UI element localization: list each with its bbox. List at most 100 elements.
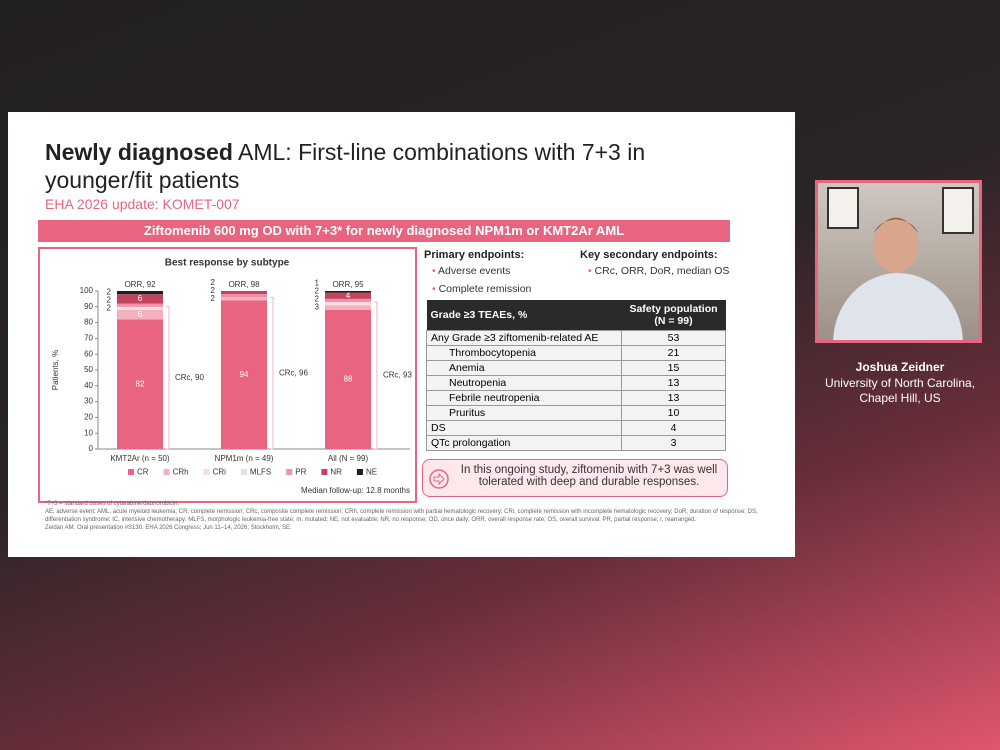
bar-segment <box>117 291 163 295</box>
segment-label: 88 <box>344 375 353 384</box>
crc-bracket <box>270 296 274 450</box>
segment-label: 6 <box>138 310 143 319</box>
table-cell: Thrombocytopenia <box>426 345 622 361</box>
bar-segment <box>117 294 163 304</box>
y-tick-label: 20 <box>84 413 93 422</box>
crc-bracket <box>166 306 170 450</box>
primary-list: Adverse events Complete remission <box>428 265 531 301</box>
chart-box: Best response by subtype Patients, % 0 10 20… <box>38 247 417 503</box>
video-frame <box>827 187 974 340</box>
list-item: Complete remission <box>439 283 532 295</box>
segment-label: 2 <box>315 287 320 296</box>
y-axis-label: Patients, % <box>51 350 60 390</box>
y-tick-label: 60 <box>84 349 93 358</box>
list-item: Adverse events <box>438 265 531 277</box>
legend-swatch <box>356 469 363 475</box>
footnote: *7+3 = standard doses of cytarabine/daun… <box>45 501 180 507</box>
segment-label: 2 <box>315 295 320 304</box>
bar-segment <box>117 306 163 310</box>
segment-label: 1 <box>315 279 320 288</box>
table-cell: 21 <box>621 345 726 361</box>
y-tick-label: 100 <box>80 286 94 295</box>
table-cell: 53 <box>621 330 726 346</box>
bar-segment <box>117 303 163 307</box>
bar-segment <box>325 298 371 303</box>
table-row: Any Grade ≥3 ziftomenib-related AE 53 <box>426 330 726 346</box>
segment-label: 6 <box>138 294 143 303</box>
bar-segment <box>221 297 267 301</box>
legend-label: PR <box>295 468 306 477</box>
segment-label: 2 <box>107 303 112 312</box>
y-tick-label: 80 <box>84 318 93 327</box>
segment-label: 94 <box>240 370 249 379</box>
teae-table: Grade ≥3 TEAEs, % Safety population (N = … <box>426 300 726 451</box>
orr-label: ORR, 95 <box>332 280 364 289</box>
secondary-list: CRc, ORR, DoR, median OS <box>584 265 730 283</box>
bar-segment <box>117 319 163 449</box>
list-item: CRc, ORR, DoR, median OS <box>595 265 730 277</box>
table-cell: 4 <box>621 420 726 436</box>
legend-swatch <box>240 469 247 475</box>
y-tick-label: 50 <box>84 365 93 374</box>
footnote: Zeidan AM. Oral presentation #S130. EHA … <box>45 525 292 531</box>
table-row: Pruritus 10 <box>426 405 726 421</box>
title-rest: AML: First-line combinations with 7+3 in… <box>45 139 646 193</box>
y-tick-label: 10 <box>84 428 93 437</box>
table-row: Neutropenia 13 <box>426 375 726 391</box>
primary-heading: Primary endpoints: <box>424 249 525 261</box>
chart-note: Median follow-up: 12.8 months <box>301 486 410 495</box>
crc-label: CRc, 93 <box>383 371 412 380</box>
legend-label: CR <box>137 468 149 477</box>
callout-text: In this ongoing study, ziftomenib with 7… <box>460 464 718 488</box>
segment-label: 2 <box>211 278 216 287</box>
y-tick-label: 90 <box>84 302 93 311</box>
table-cell: 15 <box>621 360 726 376</box>
segment-label: 3 <box>315 303 320 312</box>
table-cell: 13 <box>621 390 726 406</box>
legend-label: NR <box>330 468 342 477</box>
x-tick-label: KMT2Ar (n = 50) <box>110 454 170 463</box>
table-header: Grade ≥3 TEAEs, % <box>426 300 622 331</box>
bar-segment <box>325 292 371 299</box>
legend-swatch <box>128 469 134 475</box>
footnotes: *7+3 = standard doses of cytarabine/daun… <box>45 500 765 532</box>
secondary-heading: Key secondary endpoints: <box>580 249 718 261</box>
arrow-icon <box>429 469 449 489</box>
legend-swatch <box>321 469 328 475</box>
table-cell: 3 <box>621 435 726 451</box>
table-cell: QTc prolongation <box>426 435 622 451</box>
y-tick-label: 0 <box>89 444 94 453</box>
segment-label: 4 <box>346 291 351 300</box>
table-cell: Febrile neutropenia <box>426 390 622 406</box>
y-tick-label: 70 <box>84 334 93 343</box>
speaker-affiliation: University of North Carolina, Chapel Hil… <box>824 376 976 405</box>
subtitle: EHA 2026 update: KOMET-007 <box>45 196 240 212</box>
table-cell: 13 <box>621 375 726 391</box>
table-header: Safety population (N = 99) <box>621 300 726 331</box>
orr-label: ORR, 98 <box>228 280 260 289</box>
table-cell: Neutropenia <box>426 375 622 391</box>
chart-title: Best response by subtype <box>165 258 290 269</box>
bar-segment <box>117 309 163 320</box>
speaker-name: Joshua Zeidner <box>855 360 945 374</box>
segment-label: 82 <box>136 379 145 388</box>
table-cell: DS <box>426 420 622 436</box>
bar-segment <box>221 291 267 295</box>
table-row: Anemia 15 <box>426 360 726 376</box>
bar-segment <box>325 309 371 449</box>
segment-label: 2 <box>107 295 112 304</box>
segment-label: 2 <box>211 286 216 295</box>
table-row: DS 4 <box>426 420 726 436</box>
bar-segment <box>325 291 371 293</box>
legend-label: NE <box>366 468 377 477</box>
bar-segment <box>325 305 371 310</box>
table-row: Febrile neutropenia 13 <box>426 390 726 406</box>
footnote: AE, adverse event; AML, acute myeloid le… <box>45 509 758 523</box>
legend-swatch <box>203 469 210 475</box>
table-cell: Pruritus <box>426 405 622 421</box>
table-cell: Anemia <box>426 360 622 376</box>
speaker-video <box>815 180 982 343</box>
slide: Newly diagnosed AML: First-line combinat… <box>8 112 795 557</box>
bar-segment <box>221 294 267 298</box>
